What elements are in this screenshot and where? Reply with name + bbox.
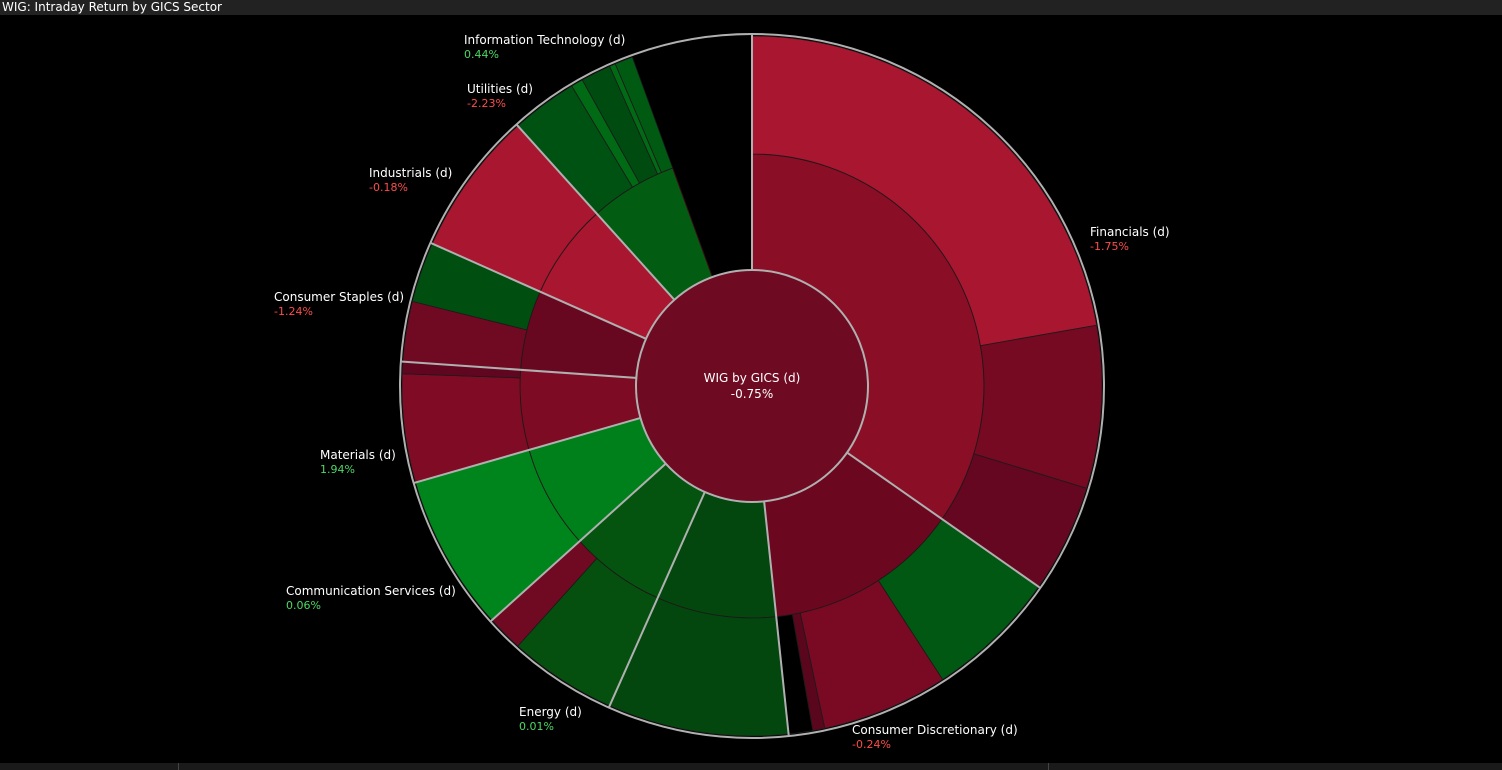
constituent-slice-financials-1[interactable] bbox=[751, 35, 1098, 347]
sector-value-industrials: -0.18% bbox=[369, 181, 408, 194]
sector-separator bbox=[430, 241, 647, 340]
sector-value-materials: 1.94% bbox=[320, 463, 355, 476]
sector-label-utilities: Utilities (d) bbox=[467, 82, 533, 96]
sector-separator bbox=[413, 417, 641, 484]
sector-label-energy: Energy (d) bbox=[519, 705, 582, 719]
sector-label-information-technology: Information Technology (d) bbox=[464, 33, 625, 47]
sector-value-communication-services: 0.06% bbox=[286, 599, 321, 612]
center-disc[interactable] bbox=[635, 269, 869, 503]
sector-label-consumer-discretionary: Consumer Discretionary (d) bbox=[852, 723, 1018, 737]
sector-value-financials: -1.75% bbox=[1090, 240, 1129, 253]
sector-separator bbox=[607, 491, 706, 708]
sector-label-materials: Materials (d) bbox=[320, 448, 396, 462]
constituent-slice-information-technology-5[interactable] bbox=[614, 56, 674, 173]
status-bar bbox=[0, 763, 1502, 770]
center-label: WIG by GICS (d) bbox=[704, 371, 801, 385]
sector-separator bbox=[489, 462, 667, 623]
window-title: WIG: Intraday Return by GICS Sector bbox=[0, 0, 1502, 15]
sector-separator bbox=[846, 451, 1041, 589]
sector-separator bbox=[515, 123, 676, 301]
center-value: -0.75% bbox=[731, 387, 773, 401]
sector-label-consumer-staples: Consumer Staples (d) bbox=[274, 290, 404, 304]
sector-value-consumer-staples: -1.24% bbox=[274, 305, 313, 318]
sector-separator bbox=[763, 501, 790, 737]
sector-label-financials: Financials (d) bbox=[1090, 225, 1170, 239]
sector-separator bbox=[400, 360, 637, 379]
sector-value-energy: 0.01% bbox=[519, 720, 554, 733]
sector-value-consumer-discretionary: -0.24% bbox=[852, 738, 891, 751]
sector-value-utilities: -2.23% bbox=[467, 97, 506, 110]
sector-label-communication-services: Communication Services (d) bbox=[286, 584, 456, 598]
sector-value-information-technology: 0.44% bbox=[464, 48, 499, 61]
sector-label-industrials: Industrials (d) bbox=[369, 166, 452, 180]
